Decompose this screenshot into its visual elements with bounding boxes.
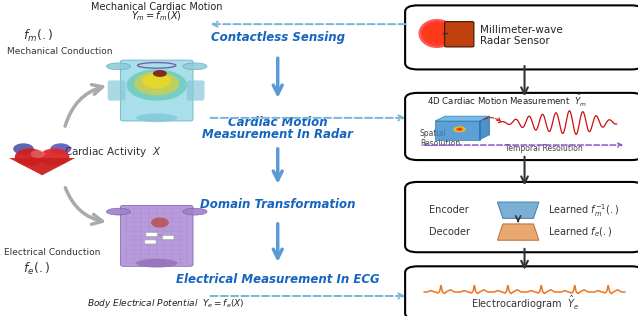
Text: Decoder: Decoder xyxy=(429,227,470,237)
Text: $Y_m = f_m(X)$: $Y_m = f_m(X)$ xyxy=(131,10,182,23)
Text: Measurement In Radar: Measurement In Radar xyxy=(202,128,353,141)
Text: Temporal Resolution: Temporal Resolution xyxy=(505,144,582,153)
Text: Radar Sensor: Radar Sensor xyxy=(479,36,549,46)
FancyBboxPatch shape xyxy=(405,5,640,69)
Ellipse shape xyxy=(31,150,45,158)
Ellipse shape xyxy=(458,128,461,130)
Text: Contactless Sensing: Contactless Sensing xyxy=(211,31,345,44)
Ellipse shape xyxy=(456,127,463,131)
Ellipse shape xyxy=(429,27,445,40)
Text: Body Electrical Potential  $Y_e = f_e(X)$: Body Electrical Potential $Y_e = f_e(X)$ xyxy=(88,297,245,310)
Text: Electrical Measurement In ECG: Electrical Measurement In ECG xyxy=(176,274,380,287)
Text: Electrical Conduction: Electrical Conduction xyxy=(4,248,100,257)
Ellipse shape xyxy=(183,208,207,215)
Polygon shape xyxy=(497,224,539,240)
Text: Domain Transformation: Domain Transformation xyxy=(200,198,355,211)
Ellipse shape xyxy=(134,72,179,95)
Ellipse shape xyxy=(136,259,177,268)
FancyBboxPatch shape xyxy=(146,232,157,236)
Text: Spatial
Resolution: Spatial Resolution xyxy=(420,129,460,148)
Polygon shape xyxy=(497,202,539,218)
Ellipse shape xyxy=(127,69,187,101)
Text: Encoder: Encoder xyxy=(429,205,469,215)
Ellipse shape xyxy=(13,143,34,154)
Ellipse shape xyxy=(419,19,456,48)
Ellipse shape xyxy=(151,217,169,228)
Ellipse shape xyxy=(136,113,177,122)
FancyBboxPatch shape xyxy=(445,22,474,47)
Text: Cardiac Motion: Cardiac Motion xyxy=(228,116,328,129)
Ellipse shape xyxy=(40,148,69,166)
FancyBboxPatch shape xyxy=(405,266,640,317)
Ellipse shape xyxy=(153,70,167,77)
Polygon shape xyxy=(479,116,490,140)
Ellipse shape xyxy=(421,21,453,46)
FancyBboxPatch shape xyxy=(120,205,193,266)
FancyBboxPatch shape xyxy=(405,93,640,160)
Text: Mechanical Conduction: Mechanical Conduction xyxy=(7,47,113,56)
Polygon shape xyxy=(435,121,479,140)
Polygon shape xyxy=(9,158,76,175)
Text: Cardiac Activity  $X$: Cardiac Activity $X$ xyxy=(65,146,162,159)
FancyBboxPatch shape xyxy=(163,236,174,240)
Text: Mechanical Cardiac Motion: Mechanical Cardiac Motion xyxy=(91,2,223,12)
Text: Learned $f_m^{-1}(.)$: Learned $f_m^{-1}(.)$ xyxy=(548,202,620,219)
Ellipse shape xyxy=(453,126,466,132)
Ellipse shape xyxy=(106,208,131,215)
Text: Millimeter-wave: Millimeter-wave xyxy=(479,25,563,36)
Ellipse shape xyxy=(106,63,131,70)
FancyBboxPatch shape xyxy=(187,81,205,101)
Polygon shape xyxy=(435,116,490,121)
Ellipse shape xyxy=(431,29,443,38)
Ellipse shape xyxy=(183,63,207,70)
Ellipse shape xyxy=(426,25,448,42)
FancyBboxPatch shape xyxy=(405,182,640,252)
FancyBboxPatch shape xyxy=(108,81,125,101)
Ellipse shape xyxy=(424,23,451,44)
FancyBboxPatch shape xyxy=(120,60,193,121)
Ellipse shape xyxy=(143,74,171,88)
Text: Learned $f_e(.)$: Learned $f_e(.)$ xyxy=(548,225,613,239)
Text: $f_m(.)$: $f_m(.)$ xyxy=(23,28,53,44)
Ellipse shape xyxy=(51,143,71,154)
Text: Electrocardiogram  $\hat{Y}_e$: Electrocardiogram $\hat{Y}_e$ xyxy=(470,294,579,313)
Text: $f_e(.)$: $f_e(.)$ xyxy=(23,261,50,277)
FancyBboxPatch shape xyxy=(145,240,156,244)
Ellipse shape xyxy=(15,148,45,166)
Text: 4D Cardiac Motion Measurement  $\hat{Y}_m$: 4D Cardiac Motion Measurement $\hat{Y}_m… xyxy=(428,94,588,109)
